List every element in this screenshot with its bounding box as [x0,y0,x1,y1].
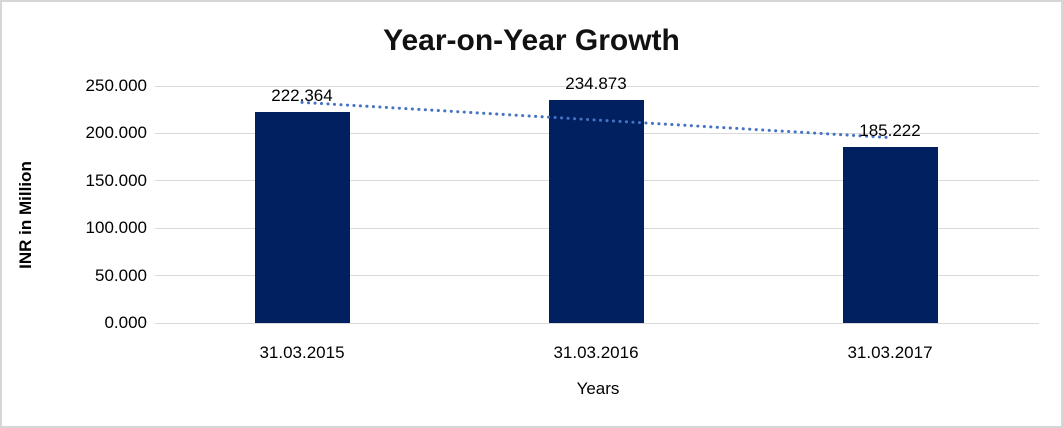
y-tick-label: 100.000 [85,218,147,238]
data-label: 234.873 [565,74,627,94]
y-tick-label: 0.000 [104,313,147,332]
chart-title: Year-on-Year Growth [383,24,680,57]
x-category-label: 31.03.2017 [847,343,933,362]
y-tick-label: 150.000 [85,170,147,190]
y-tick-label: 200.000 [85,123,147,143]
gridline-250.000 [155,85,1039,87]
gridline-0.000 [155,322,1039,324]
bar-31.03.2017 [842,147,938,323]
data-label: 222.364 [271,86,333,106]
x-axis-title: Years [576,379,620,398]
data-label: 185.222 [859,121,921,141]
y-tick-label: 250.000 [85,76,147,95]
x-category-label: 31.03.2016 [553,343,639,362]
y-tick-label: 50.000 [95,265,147,285]
bar-31.03.2015 [254,112,350,323]
x-category-label: 31.03.2015 [259,343,345,362]
y-axis-title: INR in Million [16,161,35,269]
bar-31.03.2016 [548,100,644,323]
